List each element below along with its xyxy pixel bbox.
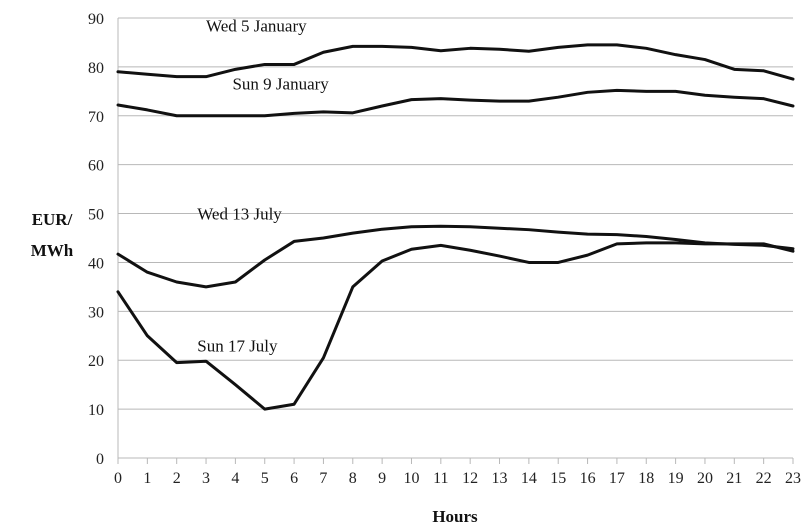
x-axis-title: Hours	[432, 507, 478, 525]
x-tick-label: 9	[378, 470, 386, 487]
series-label-1: Wed 5 January	[206, 16, 307, 35]
x-tick-label: 15	[550, 470, 566, 487]
y-tick-label: 90	[88, 11, 104, 28]
y-axis-title-line-1: EUR/	[32, 210, 73, 229]
x-tick-label: 13	[492, 470, 508, 487]
x-tick-label: 18	[638, 470, 654, 487]
x-tick-label: 20	[697, 470, 713, 487]
y-tick-label: 30	[88, 304, 104, 321]
y-tick-label: 50	[88, 207, 104, 224]
series-line-3	[116, 224, 795, 289]
y-tick-label: 60	[88, 158, 104, 175]
series-line-4	[116, 241, 795, 411]
series-label-2: Sun 9 January	[232, 75, 329, 94]
x-tick-label: 17	[609, 470, 625, 487]
x-tick-label: 10	[403, 470, 419, 487]
x-axis-ticks: 0 1 2 3 4 5 6 7 8 9 10 11 12 13 14 15 16 17 18 19 20 21 22 23	[114, 470, 801, 487]
y-tick-label: 10	[88, 402, 104, 419]
gridlines	[117, 17, 794, 464]
series-label-3: Wed 13 July	[197, 205, 282, 224]
x-tick-label: 7	[319, 470, 327, 487]
x-tick-label: 8	[349, 470, 357, 487]
x-tick-label: 12	[462, 470, 478, 487]
y-tick-label: 70	[88, 109, 104, 126]
x-tick-label: 23	[785, 470, 801, 487]
x-tick-label: 21	[726, 470, 742, 487]
x-tick-label: 3	[202, 470, 210, 487]
x-tick-label: 5	[261, 470, 269, 487]
x-tick-label: 1	[143, 470, 151, 487]
x-tick-label: 22	[756, 470, 772, 487]
series-lines	[116, 43, 795, 411]
y-tick-label: 40	[88, 255, 104, 272]
y-axis-title-line-2: MWh	[31, 241, 74, 260]
y-tick-label: 0	[96, 451, 104, 468]
series-line-1	[116, 43, 795, 81]
x-tick-label: 2	[173, 470, 181, 487]
x-tick-label: 14	[521, 470, 537, 487]
x-tick-label: 0	[114, 470, 122, 487]
x-tick-label: 6	[290, 470, 298, 487]
y-tick-label: 20	[88, 353, 104, 370]
x-tick-label: 19	[668, 470, 684, 487]
x-tick-label: 16	[580, 470, 596, 487]
series-line-2	[116, 88, 795, 118]
series-label-4: Sun 17 July	[197, 337, 278, 356]
y-tick-label: 80	[88, 60, 104, 77]
x-tick-label: 11	[433, 470, 448, 487]
series-labels: Wed 5 January Sun 9 January Wed 13 July Sun…	[197, 16, 329, 355]
y-axis-ticks: 0 10 20 30 40 50 60 70 80 90	[88, 11, 104, 468]
x-tick-label: 4	[231, 470, 239, 487]
